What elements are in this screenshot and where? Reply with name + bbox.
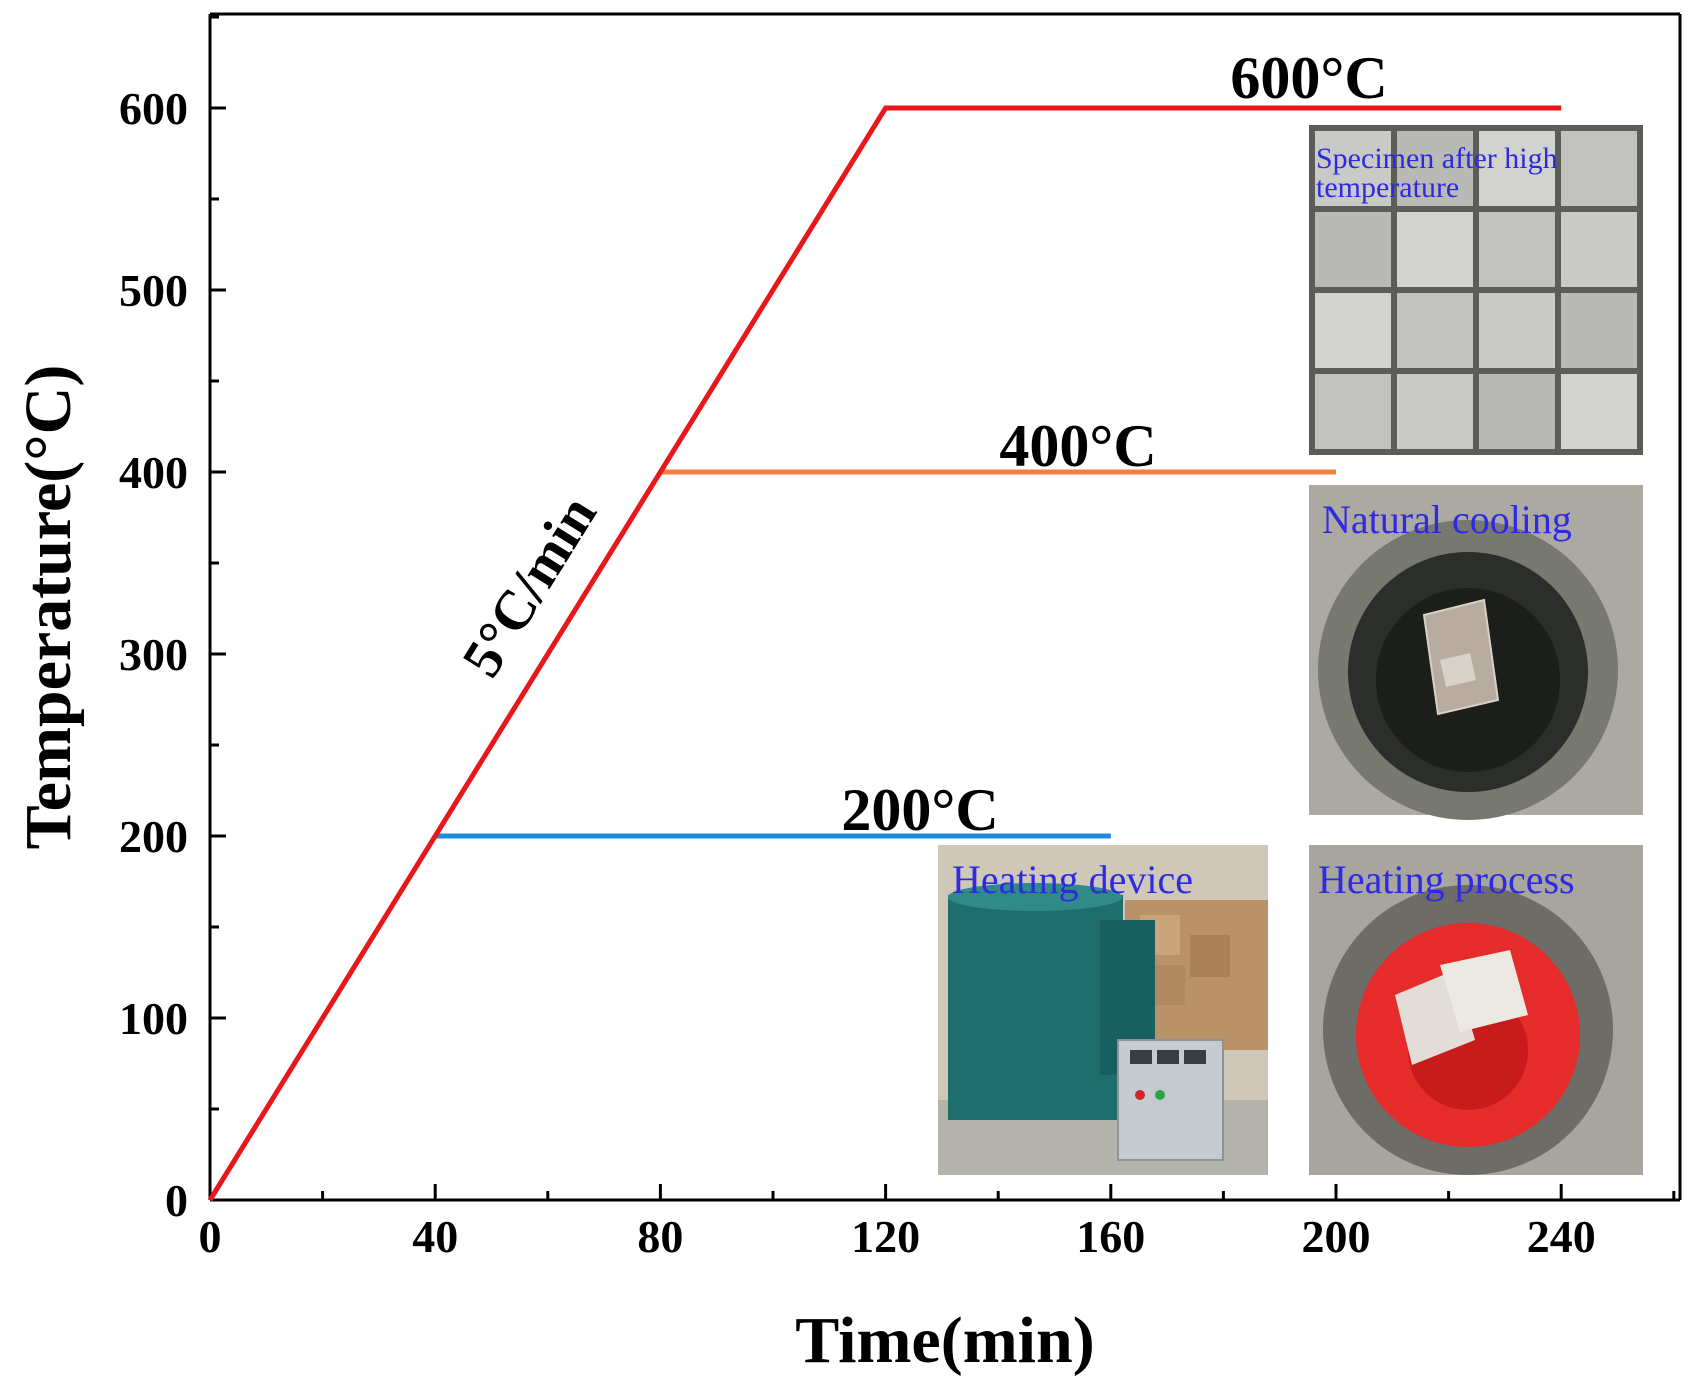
series-line-0 xyxy=(207,105,1562,1202)
specimen-block xyxy=(1561,293,1637,368)
specimen-block xyxy=(1315,293,1391,368)
x-tick-label: 0 xyxy=(199,1211,222,1262)
annotation-200c: 200°C xyxy=(841,777,998,843)
natural-cooling-label: Natural cooling xyxy=(1322,497,1572,542)
y-axis-title: Temperature(°C) xyxy=(12,365,85,850)
y-tick-label: 100 xyxy=(119,993,188,1044)
specimen-block xyxy=(1561,212,1637,287)
x-tick-label: 120 xyxy=(851,1211,920,1262)
x-tick-label: 80 xyxy=(637,1211,683,1262)
heating-device-label: Heating device xyxy=(952,857,1193,902)
annotation-rate: 5°C/min xyxy=(451,485,609,687)
y-tick-label: 300 xyxy=(119,629,188,680)
annotation-600c: 600°C xyxy=(1230,45,1387,111)
specimen-block xyxy=(1479,374,1555,449)
y-tick-label: 200 xyxy=(119,811,188,862)
specimen-block xyxy=(1397,374,1473,449)
specimen-block xyxy=(1479,131,1555,206)
y-tick-label: 600 xyxy=(119,83,188,134)
x-tick-label: 160 xyxy=(1076,1211,1145,1262)
y-tick-label: 400 xyxy=(119,447,188,498)
specimen-block xyxy=(1479,293,1555,368)
x-axis-title: Time(min) xyxy=(795,1304,1094,1377)
annotation-400c: 400°C xyxy=(999,413,1156,479)
plot-frame xyxy=(208,12,1682,1202)
x-tick-label: 40 xyxy=(412,1211,458,1262)
specimen-block xyxy=(1315,212,1391,287)
specimen-block xyxy=(1479,212,1555,287)
specimen-grid-photo: Specimen after high temperature xyxy=(1309,125,1643,455)
glowing-furnace-photo: Heating process xyxy=(1309,845,1643,1175)
heating-process-label: Heating process xyxy=(1318,857,1575,902)
series-lines xyxy=(207,105,1562,1202)
y-tick-label: 500 xyxy=(119,265,188,316)
specimen-photo-label-line1: Specimen after high xyxy=(1316,142,1558,175)
specimen-block xyxy=(1397,212,1473,287)
furnace-top-view-photo: Natural cooling xyxy=(1309,485,1643,820)
specimen-photo-label-line2: temperature xyxy=(1316,171,1459,204)
specimen-block xyxy=(1315,131,1391,206)
y-tick-label: 0 xyxy=(165,1175,188,1226)
specimen-block xyxy=(1315,374,1391,449)
x-tick-label: 240 xyxy=(1527,1211,1596,1262)
specimen-block xyxy=(1397,293,1473,368)
heating-furnace-photo: Heating device xyxy=(938,845,1268,1175)
specimen-block xyxy=(1561,374,1637,449)
specimen-blocks xyxy=(1315,131,1637,449)
x-tick-label: 200 xyxy=(1302,1211,1371,1262)
axis-ticks: 0 40 80 120 160 200 240 0 100 200 300 400 500 600 xyxy=(119,15,1676,1262)
specimen-block xyxy=(1561,131,1637,206)
specimen-block xyxy=(1397,131,1473,206)
